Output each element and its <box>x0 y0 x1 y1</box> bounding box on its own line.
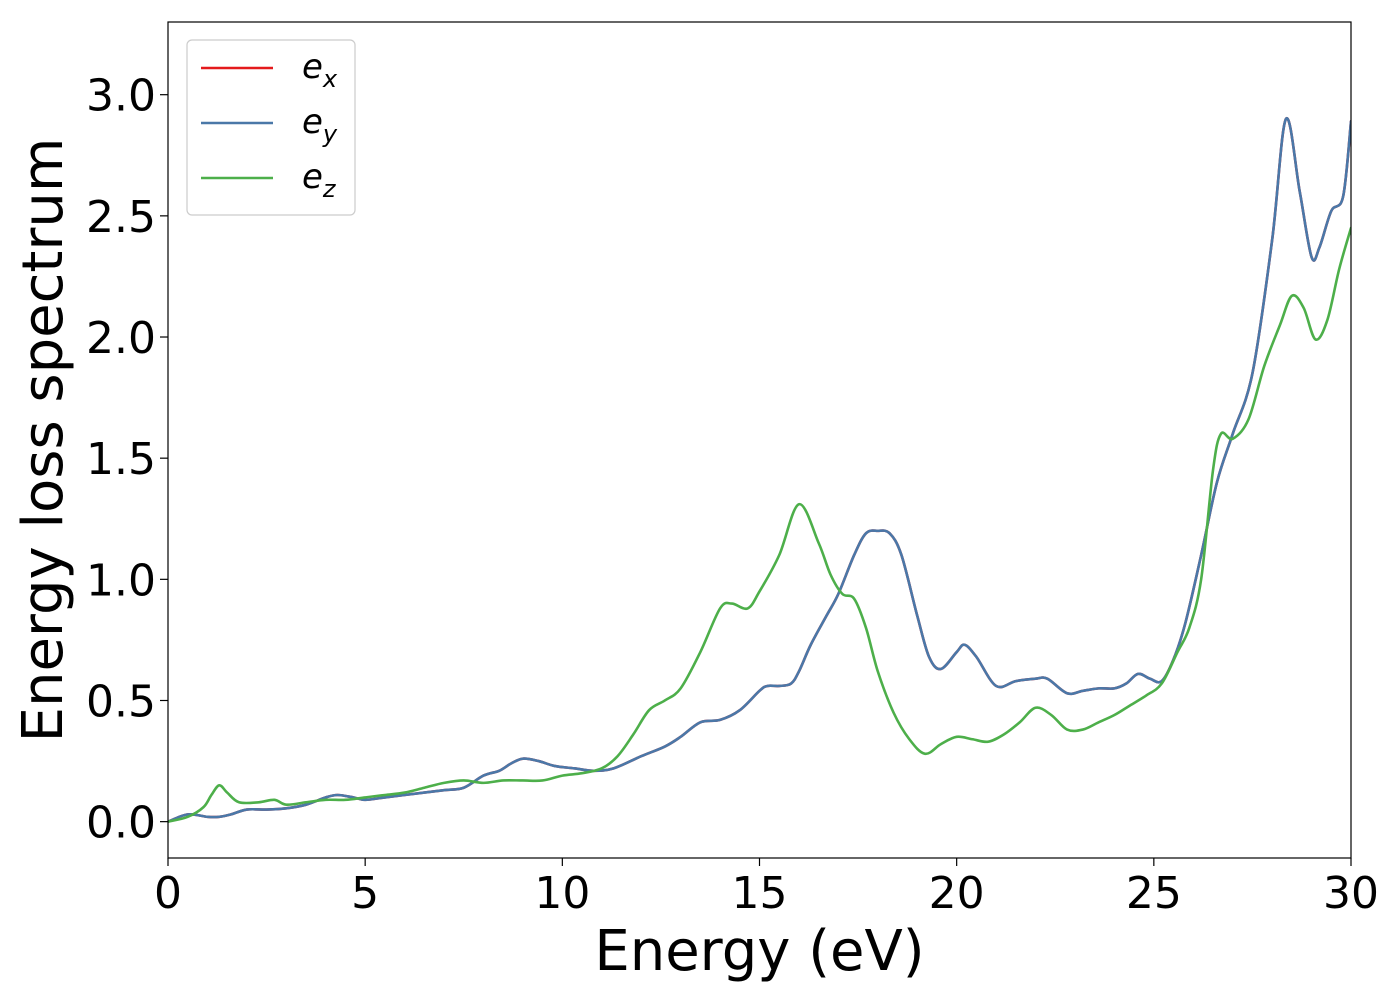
legend-box <box>186 39 356 216</box>
legend-label-ez: ez <box>302 157 337 203</box>
x-tick-label: 20 <box>929 868 985 919</box>
y-tick-label: 2.5 <box>86 192 156 243</box>
x-tick-label: 25 <box>1126 868 1182 919</box>
legend-label-ey: ey <box>302 102 338 148</box>
x-axis-title: Energy (eV) <box>594 919 924 984</box>
x-axis: 0 5 10 15 20 25 30 <box>154 858 1379 919</box>
legend-label-ex: ex <box>302 47 338 93</box>
y-tick-label: 0.5 <box>86 676 156 727</box>
y-tick-label: 1.5 <box>86 434 156 485</box>
y-axis-title: Energy loss spectrum <box>11 138 76 743</box>
plot-area <box>168 117 1351 823</box>
x-tick-label: 5 <box>351 868 379 919</box>
x-tick-label: 30 <box>1323 868 1379 919</box>
x-tick-label: 15 <box>732 868 788 919</box>
y-tick-label: 1.0 <box>86 555 156 606</box>
series-line-ey <box>168 117 1351 823</box>
y-tick-label: 3.0 <box>86 71 156 122</box>
x-tick-label: 0 <box>154 868 182 919</box>
series-layer <box>168 117 1351 823</box>
legend: ex ey ez <box>186 39 356 216</box>
y-axis: 0.0 0.5 1.0 1.5 2.0 2.5 3.0 <box>86 71 168 849</box>
x-tick-label: 10 <box>534 868 590 919</box>
series-line-ez <box>168 226 1351 823</box>
y-tick-label: 2.0 <box>86 313 156 364</box>
y-tick-label: 0.0 <box>86 798 156 849</box>
